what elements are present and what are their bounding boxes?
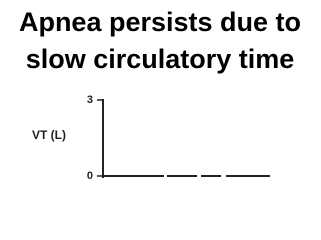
y-tick-label: 3 [87,94,93,106]
y-tick-label: 0 [87,170,93,182]
chart: Apnea persists due to slow circulatory t… [19,7,301,182]
y-axis-label: VT (L) [32,128,66,142]
chart-title: Apnea persists due to [19,7,301,37]
chart-title: slow circulatory time [26,44,295,74]
